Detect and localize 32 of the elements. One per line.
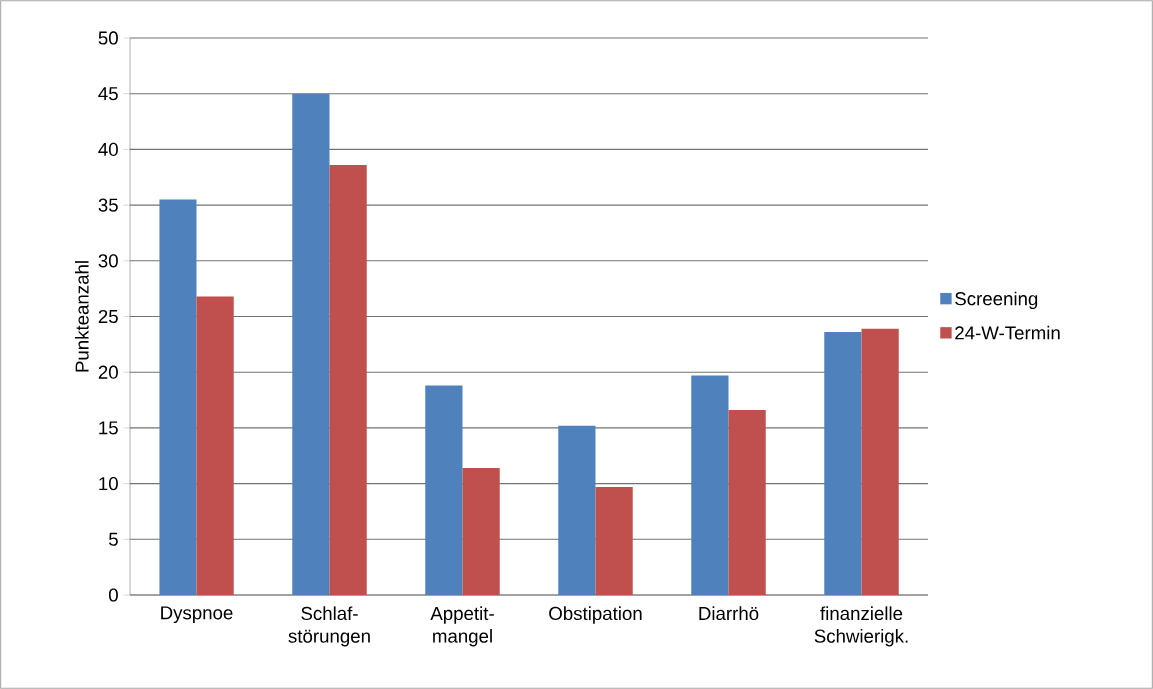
- y-tick-label: 35: [98, 198, 118, 212]
- x-tick-label: Schlaf- störungen: [288, 606, 370, 647]
- x-tick-label: Obstipation: [549, 606, 642, 624]
- y-tick-label: 10: [99, 476, 118, 491]
- y-tick-label: 30: [98, 254, 118, 268]
- y-tick-label: 5: [108, 532, 118, 546]
- y-tick-label: 25: [98, 309, 118, 324]
- bar: [595, 486, 633, 595]
- bar: [462, 468, 500, 595]
- bar: [824, 332, 862, 595]
- bar: [196, 296, 234, 595]
- y-tick-label: 50: [98, 31, 118, 45]
- bar: [329, 165, 367, 595]
- y-tick-label: 40: [98, 142, 118, 157]
- x-tick-label: Diarrhö: [699, 606, 759, 621]
- bar: [691, 375, 729, 595]
- y-tick-label: 20: [98, 365, 118, 379]
- x-tick-label: Dyspnoe: [161, 606, 233, 624]
- bar: [558, 425, 596, 595]
- y-tick-label: 0: [108, 588, 118, 602]
- legend-label: 24-W-Termin: [955, 325, 1060, 340]
- bar: [861, 328, 899, 595]
- bar: [425, 385, 463, 595]
- bar: [292, 93, 330, 595]
- bar: [159, 199, 197, 595]
- y-tick-label: 15: [99, 421, 118, 435]
- x-tick-label: Appetit- mangel: [430, 606, 494, 647]
- x-tick-label: finanzielle Schwierigk.: [814, 606, 908, 647]
- y-axis-title: Punkteanzahl: [74, 261, 89, 372]
- legend-label: Screening: [955, 291, 1038, 310]
- y-tick-label: 45: [98, 87, 118, 101]
- bar: [728, 410, 766, 595]
